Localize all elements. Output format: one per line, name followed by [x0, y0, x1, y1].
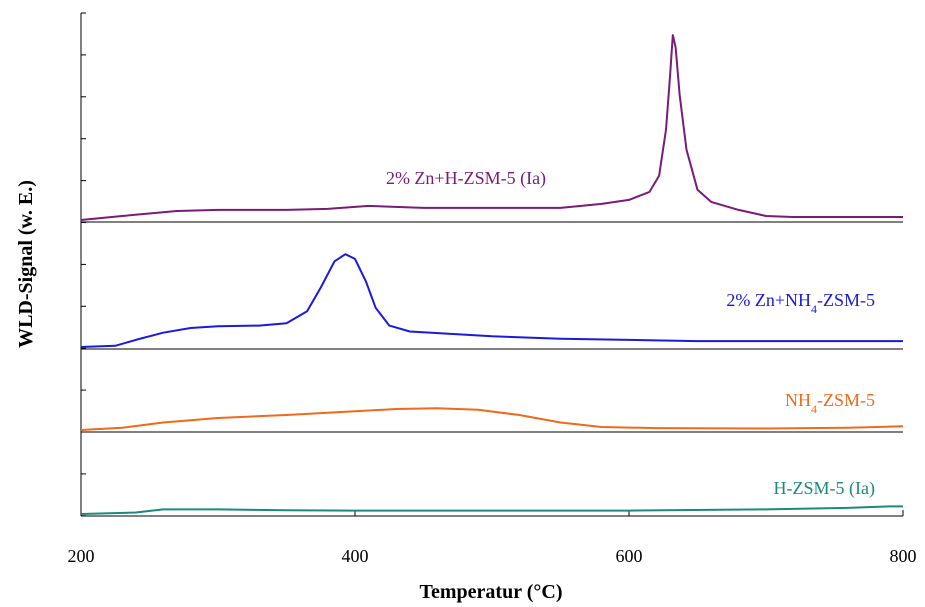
- series-label: H-ZSM-5 (Ia): [774, 478, 875, 499]
- series-label: 2% Zn+NH4-ZSM-5: [726, 290, 875, 316]
- series-line: [80, 253, 903, 348]
- series-line: [80, 505, 903, 515]
- x-tick-labels: 200 400 600 800: [68, 546, 917, 566]
- x-axis-title: Temperatur (°C): [420, 581, 563, 603]
- series-labels: 2% Zn+H-ZSM-5 (Ia) 2% Zn+NH4-ZSM-5 NH4-ZSM…: [386, 168, 875, 499]
- x-tick-label: 200: [68, 546, 95, 566]
- x-tick-label: 600: [616, 546, 643, 566]
- series-line: [80, 407, 904, 431]
- plot-frame: [80, 12, 904, 517]
- x-tick-label: 400: [342, 546, 369, 566]
- y-axis-title: WLD-Signal (w. E.): [15, 180, 37, 348]
- x-tick-label: 800: [890, 546, 917, 566]
- series-label: 2% Zn+H-ZSM-5 (Ia): [386, 168, 546, 189]
- series-line: [80, 34, 903, 221]
- series-label: NH4-ZSM-5: [785, 390, 875, 416]
- series-group: [80, 34, 904, 515]
